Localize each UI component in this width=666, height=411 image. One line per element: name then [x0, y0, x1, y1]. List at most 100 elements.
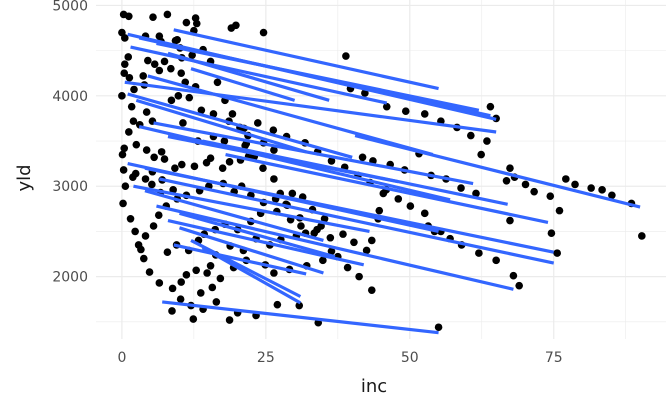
- data-point: [157, 148, 166, 156]
- data-point: [216, 274, 225, 283]
- data-point: [120, 34, 129, 42]
- data-point: [197, 106, 206, 115]
- y-tick-label: 3000: [52, 179, 88, 195]
- data-point: [150, 153, 158, 162]
- fit-line: [124, 80, 497, 134]
- data-point: [148, 180, 156, 189]
- data-point: [177, 278, 186, 286]
- data-point: [467, 131, 475, 140]
- fit-line: [179, 226, 324, 275]
- data-point: [168, 284, 177, 293]
- data-point: [176, 295, 185, 304]
- data-point: [406, 202, 415, 210]
- data-point: [420, 110, 429, 118]
- data-point: [515, 281, 523, 290]
- data-point: [202, 158, 211, 167]
- data-point: [131, 227, 139, 236]
- fit-line: [201, 246, 302, 305]
- data-point: [546, 192, 555, 200]
- data-point: [206, 261, 215, 270]
- fit-lines: [124, 28, 641, 335]
- data-point: [270, 146, 278, 154]
- data-point: [171, 164, 179, 172]
- data-point: [350, 238, 358, 247]
- data-point: [119, 166, 128, 174]
- data-point: [149, 222, 158, 230]
- data-point: [553, 249, 561, 257]
- data-point: [177, 160, 186, 169]
- data-point: [150, 60, 159, 68]
- data-point: [638, 232, 646, 240]
- data-point: [149, 13, 157, 21]
- data-point: [188, 51, 196, 59]
- data-point: [192, 19, 201, 28]
- fit-line: [162, 300, 439, 335]
- data-point: [220, 137, 229, 145]
- data-point: [327, 247, 336, 256]
- data-point: [125, 128, 133, 136]
- data-point: [154, 211, 163, 219]
- data-point: [401, 107, 410, 115]
- data-point: [127, 102, 136, 111]
- data-point: [139, 72, 148, 80]
- data-point: [342, 52, 350, 60]
- data-point: [562, 175, 570, 183]
- data-point: [182, 18, 191, 27]
- data-point: [486, 102, 495, 111]
- y-tick-label: 5000: [52, 0, 88, 14]
- data-point: [177, 69, 186, 78]
- data-point: [367, 286, 376, 294]
- data-point: [125, 73, 134, 82]
- data-point: [125, 12, 133, 21]
- data-point: [118, 150, 127, 159]
- fit-line: [127, 92, 353, 159]
- data-point: [598, 186, 606, 194]
- data-point: [169, 186, 177, 194]
- data-point: [163, 10, 172, 19]
- fit-line: [144, 189, 324, 243]
- data-point: [182, 271, 191, 279]
- y-tick-labels: 2000 3000 4000 5000: [52, 0, 88, 286]
- y-axis-title: yld: [14, 164, 35, 191]
- data-point: [218, 164, 227, 172]
- data-point: [506, 164, 514, 172]
- data-point: [196, 289, 205, 297]
- data-point: [295, 301, 304, 310]
- data-point: [530, 187, 538, 196]
- data-point: [225, 316, 234, 324]
- data-point: [145, 268, 154, 276]
- data-point: [132, 140, 141, 149]
- data-point: [327, 157, 336, 165]
- data-point: [379, 189, 388, 198]
- data-point: [121, 182, 130, 191]
- data-point: [259, 164, 267, 172]
- fit-line: [225, 153, 549, 224]
- data-point: [212, 298, 221, 306]
- data-point: [192, 266, 200, 275]
- data-point: [126, 214, 135, 223]
- data-point: [259, 28, 268, 37]
- fit-line: [156, 41, 480, 112]
- data-point: [326, 233, 335, 242]
- x-axis-title: inc: [361, 376, 387, 397]
- data-point: [179, 119, 187, 127]
- data-point: [457, 184, 465, 192]
- data-point: [160, 155, 169, 163]
- data-point: [167, 64, 175, 73]
- fit-line: [190, 67, 296, 102]
- data-point: [269, 126, 278, 134]
- data-point: [124, 53, 133, 61]
- data-point: [571, 180, 579, 189]
- data-point: [362, 246, 371, 255]
- data-point: [472, 189, 480, 198]
- fit-line: [179, 211, 336, 259]
- data-point: [253, 119, 262, 127]
- data-point: [361, 89, 369, 97]
- data-point: [320, 214, 329, 223]
- x-tick-label: 50: [401, 350, 419, 366]
- x-tick-labels: 0 25 50 75: [117, 350, 562, 366]
- data-point: [209, 110, 218, 118]
- data-point: [208, 283, 217, 292]
- x-tick-label: 75: [545, 350, 563, 366]
- data-point: [420, 209, 429, 218]
